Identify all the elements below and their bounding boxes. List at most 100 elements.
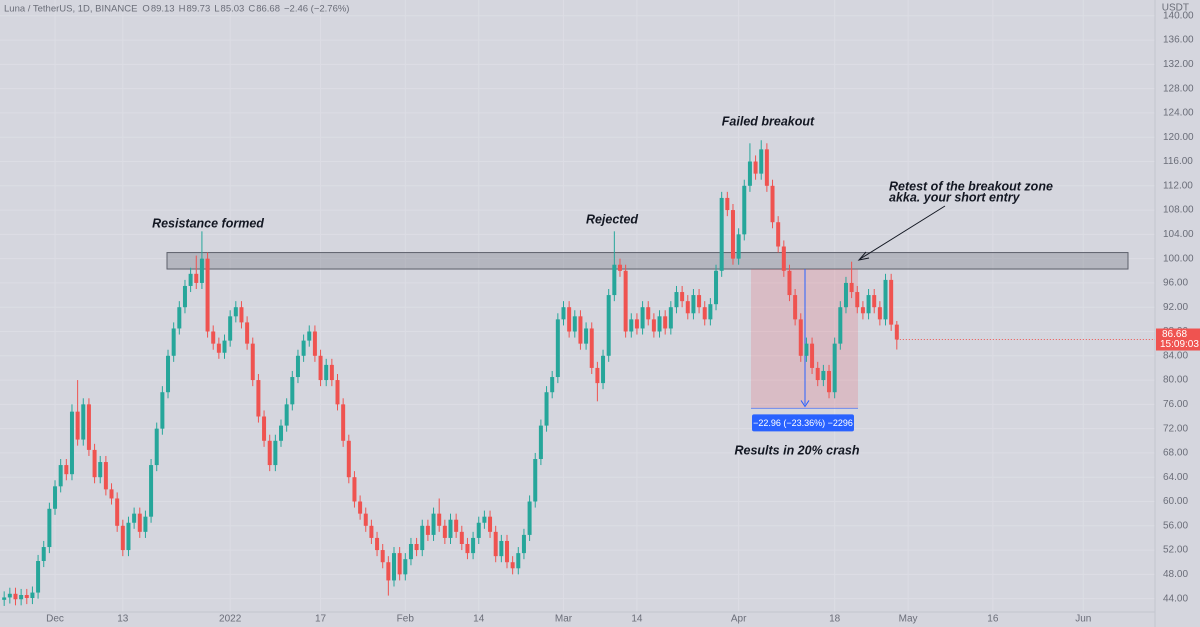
candle-body bbox=[86, 404, 91, 450]
candle-body bbox=[719, 197, 724, 271]
candle-body bbox=[149, 465, 154, 517]
y-tick-label: 140.00 bbox=[1163, 10, 1194, 21]
candle-body bbox=[58, 465, 63, 487]
candle-body bbox=[787, 270, 792, 296]
currency-label: USDT bbox=[1162, 3, 1189, 14]
candle-body bbox=[109, 489, 114, 499]
candle-body bbox=[708, 304, 713, 320]
candle-body bbox=[115, 498, 120, 526]
candle-body bbox=[267, 440, 272, 466]
candle-body bbox=[742, 185, 747, 235]
candle-body bbox=[680, 292, 685, 302]
candle-body bbox=[19, 595, 24, 600]
candle-body bbox=[36, 561, 41, 593]
candle-body bbox=[329, 364, 334, 381]
candle-body bbox=[239, 307, 244, 323]
candle-body bbox=[521, 534, 526, 554]
y-tick-label: 92.00 bbox=[1163, 302, 1188, 313]
candle-body bbox=[595, 367, 600, 384]
candle-body bbox=[617, 264, 622, 271]
candle-body bbox=[781, 246, 786, 271]
candle-body bbox=[69, 411, 74, 475]
candle-body bbox=[815, 367, 820, 381]
candle-body bbox=[804, 343, 809, 356]
candle-body bbox=[860, 307, 865, 314]
candle-body bbox=[759, 149, 764, 174]
candle-body bbox=[369, 525, 374, 538]
candle-body bbox=[256, 380, 261, 417]
candle-body bbox=[290, 377, 295, 405]
candle-body bbox=[103, 462, 108, 490]
candle-body bbox=[872, 295, 877, 308]
candle-body bbox=[764, 149, 769, 186]
candle-body bbox=[567, 307, 572, 332]
y-tick-label: 128.00 bbox=[1163, 83, 1194, 94]
candle-body bbox=[504, 540, 509, 563]
candle-body bbox=[544, 392, 549, 426]
annotation: Rejected bbox=[586, 212, 638, 226]
change: −2.46 (−2.76%) bbox=[284, 4, 350, 15]
y-tick-label: 64.00 bbox=[1163, 472, 1188, 483]
y-tick-label: 80.00 bbox=[1163, 375, 1188, 386]
candle-body bbox=[651, 319, 656, 332]
candle-body bbox=[663, 316, 668, 329]
candle-body bbox=[832, 343, 837, 393]
candle-body bbox=[392, 553, 397, 581]
candle-body bbox=[877, 307, 882, 320]
candle-body bbox=[414, 544, 419, 551]
candle-body bbox=[883, 279, 888, 320]
candle-body bbox=[228, 316, 233, 341]
candle-body bbox=[24, 595, 29, 599]
candle-body bbox=[510, 562, 515, 569]
last-price-label: 86.68 bbox=[1162, 329, 1187, 340]
candle-body bbox=[821, 370, 826, 381]
annotation: Failed breakout bbox=[722, 114, 815, 128]
candle-body bbox=[725, 197, 730, 211]
candle-body bbox=[459, 531, 464, 544]
candle-body bbox=[312, 331, 317, 356]
candle-body bbox=[408, 544, 413, 560]
x-tick-label: Jun bbox=[1075, 614, 1091, 625]
candle-body bbox=[697, 295, 702, 308]
candle-body bbox=[205, 258, 210, 332]
candle-body bbox=[798, 319, 803, 356]
candle-body bbox=[629, 319, 634, 332]
x-tick-label: 2022 bbox=[219, 614, 242, 625]
x-tick-label: Mar bbox=[555, 614, 573, 625]
candle-body bbox=[810, 343, 815, 368]
candle-body bbox=[53, 486, 58, 509]
candle-body bbox=[120, 525, 125, 551]
candle-body bbox=[702, 307, 707, 320]
candle-body bbox=[437, 513, 442, 526]
candle-body bbox=[154, 428, 159, 466]
candle-body bbox=[194, 273, 199, 283]
candle-body bbox=[386, 562, 391, 581]
candle-body bbox=[454, 519, 459, 532]
ohlc-letter: C bbox=[248, 4, 255, 15]
candle-body bbox=[216, 343, 221, 353]
ohlc-value: 89.13 bbox=[151, 4, 175, 15]
y-tick-label: 48.00 bbox=[1163, 569, 1188, 580]
candle-body bbox=[188, 273, 193, 286]
candle-body bbox=[132, 513, 137, 523]
candle-body bbox=[714, 270, 719, 305]
candle-body bbox=[431, 513, 436, 535]
resistance-zone bbox=[166, 252, 1129, 270]
candle-body bbox=[668, 307, 673, 329]
y-tick-label: 96.00 bbox=[1163, 278, 1188, 289]
retest-arrow-head bbox=[857, 251, 870, 261]
candle-body bbox=[273, 440, 278, 466]
candle-body bbox=[403, 559, 408, 575]
symbol: Luna / TetherUS, 1D, BINANCE bbox=[4, 4, 137, 15]
candle-body bbox=[375, 537, 380, 551]
x-tick-label: Dec bbox=[46, 614, 64, 625]
candle-body bbox=[572, 316, 577, 332]
candle-body bbox=[578, 316, 583, 344]
candle-body bbox=[92, 449, 97, 478]
candle-body bbox=[143, 516, 148, 532]
y-tick-label: 112.00 bbox=[1163, 180, 1193, 191]
y-tick-label: 44.00 bbox=[1163, 593, 1188, 604]
candle-body bbox=[889, 279, 894, 325]
y-tick-label: 52.00 bbox=[1163, 545, 1188, 556]
